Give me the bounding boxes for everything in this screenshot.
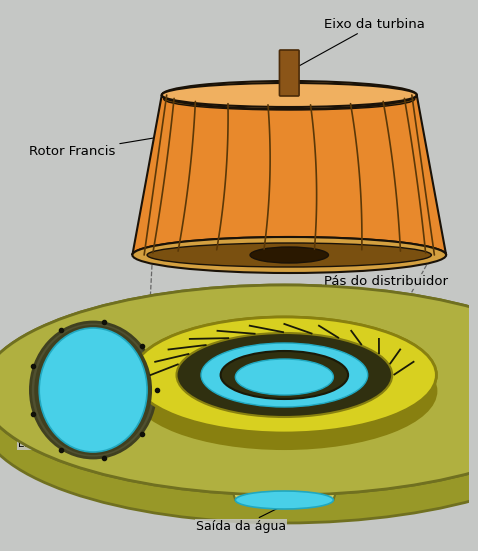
Text: Tubo de sucção: Tubo de sucção — [98, 429, 262, 464]
Ellipse shape — [147, 243, 432, 267]
Text: Saída da água: Saída da água — [196, 506, 286, 533]
Text: Pás do distribuidor: Pás do distribuidor — [324, 275, 447, 377]
Ellipse shape — [176, 333, 392, 417]
Ellipse shape — [164, 88, 415, 110]
Ellipse shape — [235, 359, 333, 395]
Ellipse shape — [201, 343, 368, 407]
Ellipse shape — [235, 491, 333, 509]
Ellipse shape — [31, 322, 156, 458]
Ellipse shape — [0, 285, 478, 495]
Ellipse shape — [132, 317, 436, 433]
Ellipse shape — [250, 247, 328, 263]
Text: Entrada da água: Entrada da água — [18, 439, 104, 449]
Ellipse shape — [132, 317, 436, 433]
Ellipse shape — [132, 237, 446, 273]
Polygon shape — [216, 405, 353, 500]
Text: Caixa espiral: Caixa espiral — [0, 550, 1, 551]
Ellipse shape — [132, 333, 436, 449]
Ellipse shape — [35, 326, 151, 454]
Text: Eixo da turbina: Eixo da turbina — [300, 18, 424, 66]
Polygon shape — [132, 95, 446, 255]
Ellipse shape — [0, 313, 478, 523]
Text: Rotor Francis: Rotor Francis — [30, 136, 169, 158]
Ellipse shape — [0, 285, 478, 495]
Ellipse shape — [221, 351, 348, 399]
Ellipse shape — [39, 328, 147, 452]
Text: Pás do rotor: Pás do rotor — [338, 147, 418, 163]
FancyBboxPatch shape — [280, 50, 299, 96]
Polygon shape — [93, 333, 206, 447]
Ellipse shape — [162, 81, 417, 109]
Ellipse shape — [162, 83, 417, 107]
